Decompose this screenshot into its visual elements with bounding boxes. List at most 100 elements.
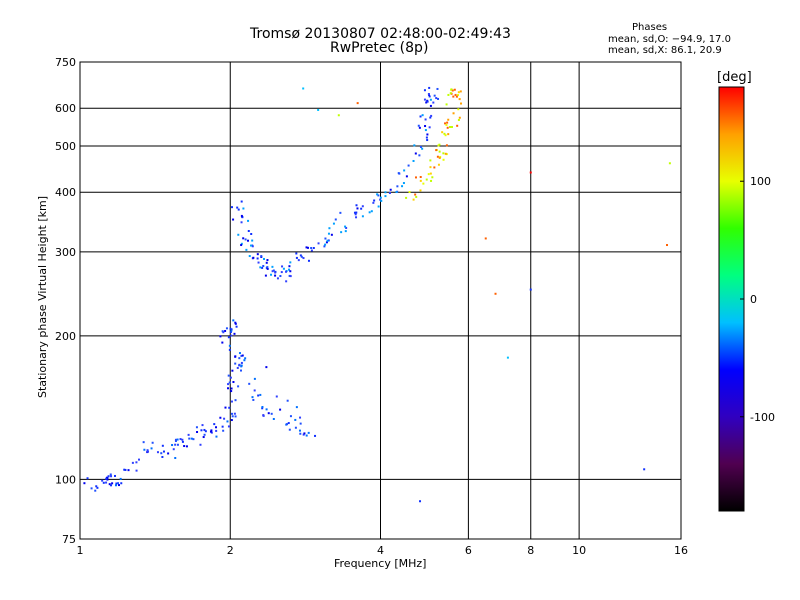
- data-point: [228, 406, 231, 409]
- data-point: [437, 97, 440, 100]
- data-point: [427, 173, 430, 176]
- data-point: [242, 237, 245, 240]
- colorbar-tick-label: -100: [750, 411, 775, 424]
- data-point: [324, 237, 327, 240]
- data-point: [171, 444, 174, 447]
- data-point: [529, 171, 532, 174]
- data-point: [355, 211, 358, 214]
- data-point: [441, 131, 444, 134]
- data-point: [361, 205, 364, 208]
- data-point: [262, 414, 265, 417]
- data-points: [83, 86, 671, 503]
- data-point: [380, 199, 383, 202]
- data-point: [456, 124, 459, 127]
- data-point: [86, 477, 89, 480]
- data-point: [230, 329, 233, 332]
- data-point: [226, 420, 229, 423]
- data-point: [450, 88, 453, 91]
- data-point: [334, 218, 337, 221]
- data-point: [666, 244, 669, 247]
- data-point: [113, 474, 116, 477]
- data-point: [230, 390, 233, 393]
- data-point: [274, 274, 277, 277]
- data-point: [389, 188, 392, 191]
- data-point: [377, 194, 380, 197]
- data-point: [303, 432, 306, 435]
- data-point: [229, 376, 232, 379]
- data-point: [298, 429, 301, 432]
- data-point: [135, 469, 138, 472]
- data-point: [240, 200, 243, 203]
- data-point: [230, 419, 233, 422]
- data-point: [421, 147, 424, 150]
- data-point: [418, 154, 421, 157]
- data-point: [135, 461, 138, 464]
- data-point: [356, 102, 359, 105]
- data-point: [252, 398, 255, 401]
- data-point: [457, 94, 460, 97]
- data-point: [101, 479, 104, 482]
- data-point: [96, 486, 99, 489]
- data-point: [271, 265, 274, 268]
- data-point: [219, 416, 222, 419]
- data-point: [176, 443, 179, 446]
- data-point: [377, 205, 380, 208]
- data-point: [429, 98, 432, 101]
- data-point: [242, 207, 245, 210]
- data-point: [294, 426, 297, 429]
- data-point: [423, 98, 426, 101]
- data-point: [447, 93, 450, 96]
- data-point: [107, 475, 110, 478]
- data-point: [117, 484, 120, 487]
- data-point: [447, 133, 450, 136]
- data-point: [305, 434, 308, 437]
- data-point: [288, 265, 291, 268]
- data-point: [438, 143, 441, 146]
- data-point: [339, 211, 342, 214]
- data-point: [457, 118, 460, 121]
- data-point: [384, 195, 387, 198]
- data-point: [423, 89, 426, 92]
- plot-frame: [79, 61, 682, 540]
- data-point: [266, 266, 269, 269]
- data-point: [494, 292, 497, 295]
- data-point: [187, 433, 190, 436]
- data-point: [425, 136, 428, 139]
- data-point: [232, 319, 235, 322]
- data-point: [437, 163, 440, 166]
- data-point: [430, 114, 433, 117]
- data-point: [199, 443, 202, 446]
- data-point: [160, 452, 163, 455]
- data-point: [110, 475, 113, 478]
- data-point: [234, 362, 237, 365]
- data-point: [114, 484, 117, 487]
- data-point: [110, 484, 113, 487]
- data-point: [458, 98, 461, 101]
- data-point: [403, 169, 406, 172]
- data-point: [235, 325, 238, 328]
- data-point: [265, 408, 268, 411]
- data-point: [361, 215, 364, 218]
- data-point: [127, 469, 130, 472]
- data-point: [105, 477, 108, 480]
- data-point: [259, 393, 262, 396]
- data-point: [668, 162, 671, 165]
- data-point: [146, 449, 149, 452]
- data-point: [435, 97, 438, 100]
- data-point: [250, 244, 253, 247]
- data-point: [228, 348, 231, 351]
- data-point: [131, 461, 134, 464]
- data-point: [295, 406, 298, 409]
- data-point: [161, 444, 164, 447]
- y-tick-label: 500: [55, 140, 76, 153]
- data-point: [196, 431, 199, 434]
- data-point: [240, 214, 243, 217]
- data-point: [266, 259, 269, 262]
- data-point: [454, 93, 457, 96]
- data-point: [224, 329, 227, 332]
- data-point: [373, 199, 376, 202]
- data-point: [162, 450, 165, 453]
- data-point: [244, 357, 247, 360]
- data-point: [262, 257, 265, 260]
